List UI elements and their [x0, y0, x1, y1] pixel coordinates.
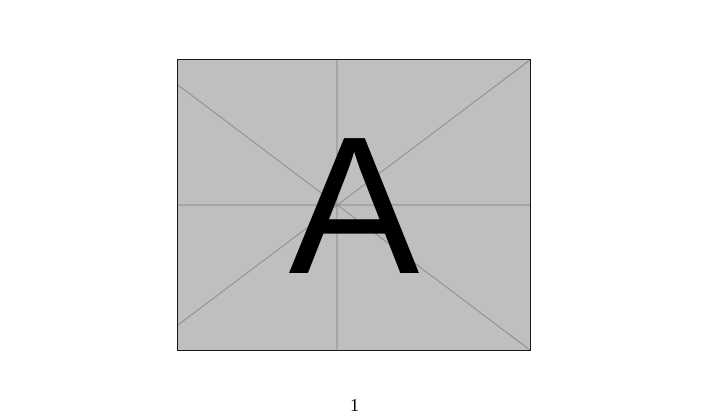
diagonal-line-up [178, 60, 530, 326]
placeholder-image: A [177, 59, 531, 351]
placeholder-cross-lines [178, 60, 530, 350]
placeholder-letter: A [288, 96, 420, 315]
diagonal-line-down [178, 84, 530, 350]
page-number: 1 [350, 395, 359, 415]
